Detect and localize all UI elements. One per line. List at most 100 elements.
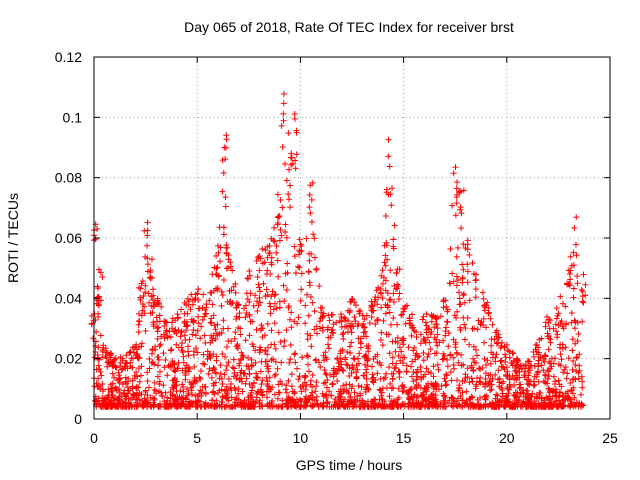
data-point xyxy=(235,324,242,331)
data-point xyxy=(455,277,462,284)
data-point xyxy=(107,403,114,410)
data-point xyxy=(440,304,447,311)
data-point xyxy=(268,259,275,266)
data-point xyxy=(302,373,309,380)
data-point xyxy=(281,160,288,167)
data-point xyxy=(237,369,244,376)
data-point xyxy=(553,328,560,335)
x-tick-label: 20 xyxy=(499,430,515,446)
data-point xyxy=(458,210,465,217)
data-point xyxy=(283,287,290,294)
data-point xyxy=(382,301,389,308)
data-point xyxy=(511,382,518,389)
data-point xyxy=(219,157,226,164)
data-point xyxy=(119,398,126,405)
data-point xyxy=(192,392,199,399)
data-point xyxy=(129,385,136,392)
data-point xyxy=(253,258,260,265)
data-point xyxy=(340,388,347,395)
data-point xyxy=(197,387,204,394)
data-point xyxy=(336,366,343,373)
data-point xyxy=(293,151,300,158)
data-point xyxy=(447,280,454,287)
data-point xyxy=(285,393,292,400)
data-point xyxy=(339,331,346,338)
data-point xyxy=(147,310,154,317)
data-point xyxy=(168,319,175,326)
data-point xyxy=(167,389,174,396)
data-point xyxy=(399,383,406,390)
data-point xyxy=(573,214,580,221)
data-point xyxy=(264,351,271,358)
data-point xyxy=(285,304,292,311)
data-point xyxy=(290,402,297,409)
data-point xyxy=(491,336,498,343)
data-point xyxy=(225,264,232,271)
data-point xyxy=(284,260,291,267)
data-point xyxy=(415,399,422,406)
data-point xyxy=(502,359,509,366)
data-point xyxy=(220,276,227,283)
data-point xyxy=(442,332,449,339)
data-point xyxy=(250,302,257,309)
data-point xyxy=(388,385,395,392)
data-point xyxy=(345,318,352,325)
data-point xyxy=(410,399,417,406)
data-point xyxy=(309,394,316,401)
data-point xyxy=(492,329,499,336)
data-point xyxy=(379,267,386,274)
data-point xyxy=(245,396,252,403)
data-point xyxy=(265,368,272,375)
data-point xyxy=(275,381,282,388)
data-point xyxy=(559,345,566,352)
chart-title: Day 065 of 2018, Rate Of TEC Index for r… xyxy=(184,19,514,35)
data-point xyxy=(496,375,503,382)
data-point xyxy=(424,353,431,360)
data-point xyxy=(380,274,387,281)
data-point xyxy=(220,317,227,324)
data-point xyxy=(363,384,370,391)
data-point xyxy=(283,177,290,184)
data-point xyxy=(250,379,257,386)
data-point xyxy=(527,378,534,385)
data-point xyxy=(230,283,237,290)
data-point xyxy=(280,100,287,107)
data-point xyxy=(167,347,174,354)
data-point xyxy=(189,383,196,390)
data-point xyxy=(433,350,440,357)
data-point xyxy=(375,401,382,408)
data-point xyxy=(382,262,389,269)
data-point xyxy=(257,386,264,393)
data-point xyxy=(254,273,261,280)
data-point xyxy=(370,374,377,381)
data-point xyxy=(267,310,274,317)
data-point xyxy=(453,253,460,260)
data-point xyxy=(364,362,371,369)
data-point xyxy=(340,398,347,405)
data-point xyxy=(245,354,252,361)
data-point xyxy=(416,402,423,409)
data-point xyxy=(228,338,235,345)
data-point xyxy=(253,394,260,401)
data-point xyxy=(96,400,103,407)
data-point xyxy=(392,286,399,293)
data-point xyxy=(239,388,246,395)
data-point xyxy=(256,288,263,295)
data-point xyxy=(279,204,286,211)
data-point xyxy=(291,115,298,122)
data-point xyxy=(473,381,480,388)
data-point xyxy=(335,394,342,401)
data-point xyxy=(480,295,487,302)
data-point xyxy=(213,397,220,404)
data-point xyxy=(469,378,476,385)
data-point xyxy=(138,391,145,398)
data-point xyxy=(190,327,197,334)
data-point xyxy=(264,320,271,327)
data-point xyxy=(349,296,356,303)
data-point xyxy=(122,365,129,372)
data-point xyxy=(568,387,575,394)
data-point xyxy=(257,344,264,351)
data-point xyxy=(144,232,151,239)
data-point xyxy=(161,364,168,371)
data-point xyxy=(201,361,208,368)
